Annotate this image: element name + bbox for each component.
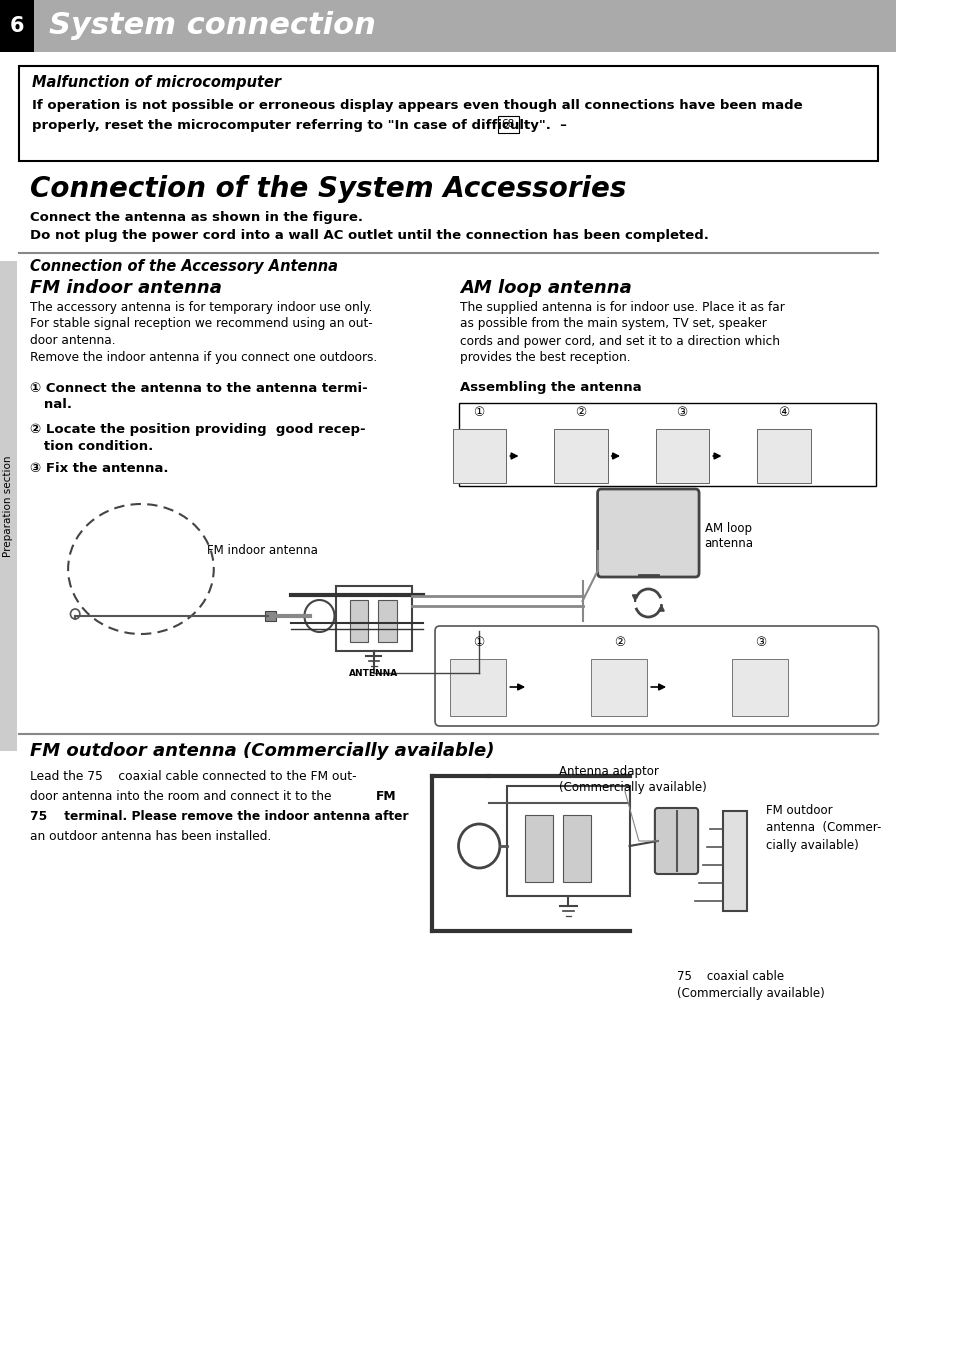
FancyBboxPatch shape	[655, 430, 709, 484]
FancyBboxPatch shape	[458, 403, 875, 486]
FancyBboxPatch shape	[757, 430, 810, 484]
Text: cords and power cord, and set it to a direction which: cords and power cord, and set it to a di…	[460, 335, 780, 347]
Text: 75    terminal. Please remove the indoor antenna after: 75 terminal. Please remove the indoor an…	[30, 811, 408, 824]
FancyBboxPatch shape	[497, 115, 518, 132]
FancyBboxPatch shape	[654, 808, 698, 874]
FancyBboxPatch shape	[722, 811, 746, 911]
Text: Antenna adaptor: Antenna adaptor	[558, 765, 659, 777]
FancyBboxPatch shape	[453, 430, 506, 484]
Text: ①: ①	[473, 407, 484, 420]
FancyBboxPatch shape	[0, 261, 17, 751]
FancyBboxPatch shape	[0, 1011, 896, 1351]
Text: AM loop
antenna: AM loop antenna	[704, 521, 753, 550]
Text: Connection of the System Accessories: Connection of the System Accessories	[30, 176, 626, 203]
Text: 68: 68	[501, 119, 515, 128]
Text: (Commercially available): (Commercially available)	[676, 986, 823, 1000]
Text: System connection: System connection	[49, 12, 375, 41]
Text: FM outdoor antenna (Commercially available): FM outdoor antenna (Commercially availab…	[30, 742, 494, 761]
Text: antenna  (Commer-: antenna (Commer-	[765, 821, 881, 835]
Text: FM indoor antenna: FM indoor antenna	[30, 280, 222, 297]
Text: 75    coaxial cable: 75 coaxial cable	[676, 970, 782, 982]
Text: tion condition.: tion condition.	[30, 439, 153, 453]
FancyBboxPatch shape	[377, 600, 396, 642]
Text: provides the best reception.: provides the best reception.	[460, 351, 630, 365]
Text: Lead the 75    coaxial cable connected to the FM out-: Lead the 75 coaxial cable connected to t…	[30, 770, 356, 784]
Text: Preparation section: Preparation section	[4, 455, 13, 557]
Text: ③ Fix the antenna.: ③ Fix the antenna.	[30, 462, 169, 476]
Text: ③: ③	[755, 636, 766, 650]
Text: door antenna into the room and connect it to the: door antenna into the room and connect i…	[30, 790, 335, 804]
Text: Malfunction of microcomputer: Malfunction of microcomputer	[31, 74, 281, 89]
Circle shape	[458, 824, 499, 867]
FancyBboxPatch shape	[597, 489, 699, 577]
Text: Connect the antenna as shown in the figure.: Connect the antenna as shown in the figu…	[30, 212, 363, 224]
Text: as possible from the main system, TV set, speaker: as possible from the main system, TV set…	[460, 317, 766, 331]
Text: ④: ④	[778, 407, 788, 420]
FancyBboxPatch shape	[19, 66, 877, 161]
FancyBboxPatch shape	[0, 0, 33, 51]
Text: The accessory antenna is for temporary indoor use only.: The accessory antenna is for temporary i…	[30, 300, 372, 313]
Text: FM indoor antenna: FM indoor antenna	[207, 544, 317, 558]
Text: an outdoor antenna has been installed.: an outdoor antenna has been installed.	[30, 831, 272, 843]
Text: ANTENNA: ANTENNA	[349, 669, 398, 677]
Text: Remove the indoor antenna if you connect one outdoors.: Remove the indoor antenna if you connect…	[30, 351, 376, 365]
Text: Assembling the antenna: Assembling the antenna	[460, 381, 641, 394]
Text: Connection of the Accessory Antenna: Connection of the Accessory Antenna	[30, 259, 337, 274]
Text: If operation is not possible or erroneous display appears even though all connec: If operation is not possible or erroneou…	[31, 100, 801, 112]
Text: ①: ①	[473, 636, 484, 650]
Text: For stable signal reception we recommend using an out-: For stable signal reception we recommend…	[30, 317, 373, 331]
Text: door antenna.: door antenna.	[30, 335, 115, 347]
Circle shape	[304, 600, 335, 632]
FancyBboxPatch shape	[0, 0, 896, 51]
FancyBboxPatch shape	[435, 626, 878, 725]
FancyBboxPatch shape	[591, 659, 647, 716]
FancyBboxPatch shape	[507, 786, 629, 896]
Text: FM: FM	[375, 790, 396, 804]
FancyBboxPatch shape	[554, 430, 607, 484]
Text: ②: ②	[575, 407, 586, 420]
Text: ② Locate the position providing  good recep-: ② Locate the position providing good rec…	[30, 423, 365, 435]
Text: ③: ③	[676, 407, 687, 420]
Text: cially available): cially available)	[765, 839, 858, 851]
FancyBboxPatch shape	[450, 659, 506, 716]
Text: ① Connect the antenna to the antenna termi-: ① Connect the antenna to the antenna ter…	[30, 381, 368, 394]
Text: nal.: nal.	[30, 399, 72, 412]
Text: Do not plug the power cord into a wall AC outlet until the connection has been c: Do not plug the power cord into a wall A…	[30, 230, 708, 242]
Text: FM outdoor: FM outdoor	[765, 804, 832, 817]
Text: AM loop antenna: AM loop antenna	[460, 280, 632, 297]
Text: The supplied antenna is for indoor use. Place it as far: The supplied antenna is for indoor use. …	[460, 300, 784, 313]
FancyBboxPatch shape	[349, 600, 368, 642]
FancyBboxPatch shape	[562, 815, 591, 882]
Text: ②: ②	[614, 636, 625, 650]
FancyBboxPatch shape	[731, 659, 787, 716]
Text: properly, reset the microcomputer referring to "In case of difficulty".  –: properly, reset the microcomputer referr…	[31, 119, 566, 132]
FancyBboxPatch shape	[525, 815, 553, 882]
FancyBboxPatch shape	[336, 586, 411, 651]
FancyBboxPatch shape	[265, 611, 276, 621]
Text: (Commercially available): (Commercially available)	[558, 781, 706, 794]
Text: 6: 6	[10, 16, 24, 36]
